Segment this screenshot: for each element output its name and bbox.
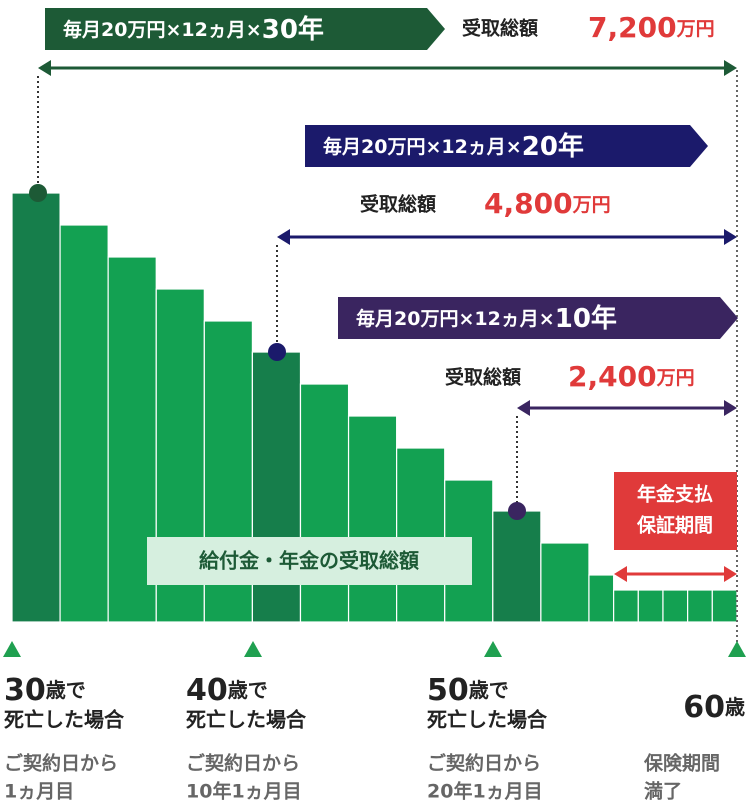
text-part: 万円 <box>656 367 695 389</box>
bar <box>687 589 713 623</box>
age-sub: 20年1ヵ月目 <box>427 780 543 803</box>
text-part: 歳で <box>46 678 86 702</box>
tick-triangle <box>244 641 262 657</box>
total-label: 受取総額 <box>445 366 521 389</box>
arrow-head <box>614 566 627 582</box>
tick-triangle <box>484 641 502 657</box>
text-part: 7,200 <box>588 11 677 44</box>
arrow-head <box>277 229 290 245</box>
banner-text: 毎月20万円×12ヵ月×10年 <box>356 303 617 334</box>
text-part: 万円 <box>572 194 611 216</box>
banner <box>338 297 738 339</box>
guarantee-box <box>614 472 737 550</box>
text-part: 4,800 <box>484 187 573 220</box>
text-part: 60 <box>683 690 725 725</box>
center-label: 給付金・年金の受取総額 <box>199 549 419 573</box>
bar <box>637 589 664 623</box>
age-sub: 1ヵ月目 <box>4 781 74 803</box>
age-label: 30歳で <box>4 673 86 708</box>
text-part: 40 <box>186 673 228 708</box>
age-sub: 満了 <box>644 781 682 803</box>
marker-dot <box>29 184 47 202</box>
arrow-head <box>724 60 737 76</box>
text-part: 万円 <box>676 18 715 40</box>
bar <box>59 224 109 623</box>
arrow-head <box>517 400 530 416</box>
age-label: 40歳で <box>186 673 268 708</box>
age-label: 60歳 <box>683 690 745 725</box>
arrow-head <box>724 400 737 416</box>
bar <box>396 447 446 623</box>
center-label-box <box>147 537 472 585</box>
age-sub: ご契約日から <box>4 752 118 775</box>
bar <box>540 542 590 623</box>
age-line2: 死亡した場合 <box>427 708 548 732</box>
total-label: 受取総額 <box>360 193 436 216</box>
age-sub: 保険期間 <box>643 752 720 775</box>
marker-dot <box>268 343 286 361</box>
total-label: 受取総額 <box>462 17 538 40</box>
bar <box>662 589 689 623</box>
total-value: 7,200万円 <box>588 11 715 44</box>
marker-dot <box>508 502 526 520</box>
arrow-head <box>724 566 737 582</box>
text-part: 2,400 <box>568 360 657 393</box>
text-part: 歳 <box>725 695 745 719</box>
guarantee-text: 年金支払 <box>637 483 713 506</box>
text-part: 毎月20万円×12ヵ月× <box>323 135 522 158</box>
text-part: 歳で <box>469 678 509 702</box>
text-part: 20年 <box>522 131 584 162</box>
total-value: 2,400万円 <box>568 360 695 393</box>
text-part: 毎月20万円×12ヵ月× <box>63 18 262 41</box>
bar <box>492 510 542 623</box>
total-value: 4,800万円 <box>484 187 611 220</box>
age-label: 50歳で <box>427 673 509 708</box>
bar <box>711 589 738 623</box>
age-line2: 死亡した場合 <box>4 708 125 732</box>
guarantee-text: 保証期間 <box>636 514 713 537</box>
bar <box>347 415 398 623</box>
banner <box>45 8 445 50</box>
text-part: 10年 <box>555 303 617 334</box>
bar <box>11 192 61 623</box>
bar <box>299 383 350 623</box>
bar <box>588 574 615 623</box>
text-part: 50 <box>427 673 469 708</box>
age-line2: 死亡した場合 <box>186 708 307 732</box>
text-part: 歳で <box>228 678 268 702</box>
age-sub: ご契約日から <box>427 752 541 775</box>
text-part: 30年 <box>262 14 324 45</box>
bar <box>613 589 639 623</box>
age-sub: ご契約日から <box>186 752 300 775</box>
banner-text: 毎月20万円×12ヵ月×30年 <box>63 14 324 45</box>
text-part: 毎月20万円×12ヵ月× <box>356 307 555 330</box>
text-part: 30 <box>4 673 46 708</box>
arrow-head <box>724 229 737 245</box>
arrow-head <box>38 60 51 76</box>
banner <box>305 125 708 167</box>
age-sub: 10年1ヵ月目 <box>186 780 302 803</box>
tick-triangle <box>728 641 746 657</box>
tick-triangle <box>3 641 21 657</box>
banner-text: 毎月20万円×12ヵ月×20年 <box>323 131 584 162</box>
